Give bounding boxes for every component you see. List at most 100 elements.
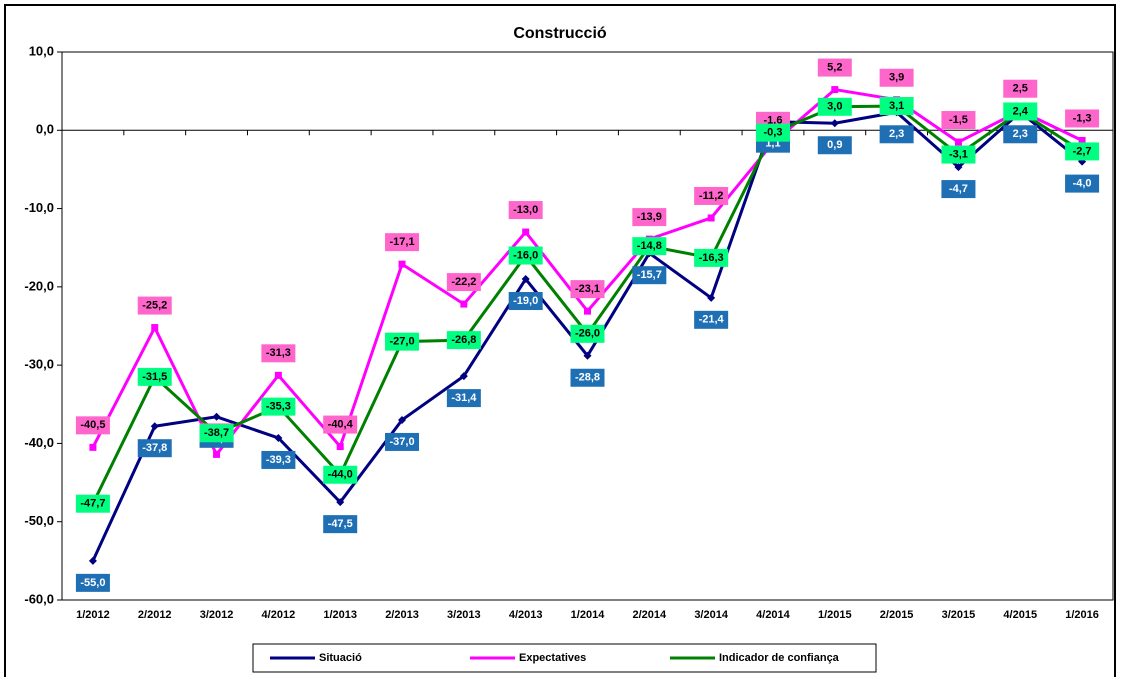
y-tick-label: -10,0 bbox=[24, 200, 54, 215]
marker bbox=[460, 300, 468, 308]
data-label: -26,0 bbox=[575, 328, 600, 340]
marker bbox=[584, 307, 591, 315]
data-label-box bbox=[632, 208, 667, 227]
data-label-box bbox=[1065, 109, 1100, 128]
data-label-box bbox=[755, 123, 790, 142]
data-label-box bbox=[879, 68, 914, 87]
data-label: -14,8 bbox=[637, 240, 662, 252]
data-label: -31,3 bbox=[266, 347, 291, 359]
data-label: -35,3 bbox=[266, 401, 291, 413]
data-label: -44,0 bbox=[328, 469, 353, 481]
chart-title: Construcció bbox=[513, 25, 607, 42]
data-label-box bbox=[199, 424, 234, 443]
x-tick-label: 4/2012 bbox=[262, 609, 296, 621]
data-label: 2,5 bbox=[1013, 83, 1028, 95]
data-label-box bbox=[261, 344, 296, 363]
data-label: -25,2 bbox=[142, 299, 167, 311]
data-label-box bbox=[879, 125, 914, 144]
x-tick-label: 4/2014 bbox=[756, 609, 791, 621]
marker bbox=[336, 443, 344, 451]
data-label: -13,0 bbox=[513, 204, 538, 216]
x-tick-label: 2/2014 bbox=[632, 609, 667, 621]
data-label: 3,0 bbox=[827, 101, 842, 113]
x-tick-label: 1/2014 bbox=[571, 609, 606, 621]
data-label: -37,8 bbox=[142, 442, 167, 454]
data-label: -17,1 bbox=[389, 236, 414, 248]
plot-area bbox=[61, 51, 1114, 601]
data-label: -55,0 bbox=[80, 577, 105, 589]
data-label: -39,3 bbox=[266, 454, 291, 466]
data-label-box bbox=[694, 310, 729, 329]
data-label: -22,2 bbox=[451, 276, 476, 288]
data-label-box bbox=[508, 201, 543, 220]
marker bbox=[274, 371, 282, 379]
y-tick-label: 10,0 bbox=[29, 43, 54, 58]
data-label: -23,1 bbox=[575, 283, 600, 295]
data-label-box bbox=[261, 397, 296, 416]
data-label: -40,4 bbox=[328, 418, 354, 430]
data-label: -28,8 bbox=[575, 372, 600, 384]
y-tick-label: -30,0 bbox=[24, 357, 54, 372]
x-tick-label: 3/2013 bbox=[447, 609, 481, 621]
data-label-box bbox=[632, 237, 667, 256]
x-tick-label: 1/2015 bbox=[818, 609, 852, 621]
data-label-box bbox=[817, 58, 852, 77]
data-label-box bbox=[137, 367, 172, 386]
marker bbox=[274, 433, 283, 442]
x-tick-label: 4/2013 bbox=[509, 609, 543, 621]
data-label-box bbox=[75, 416, 110, 435]
data-label-box bbox=[1065, 142, 1100, 161]
data-label: -40,5 bbox=[80, 419, 105, 431]
data-label: -1,5 bbox=[949, 114, 968, 126]
data-label: -19,0 bbox=[513, 295, 538, 307]
data-label: -2,7 bbox=[1073, 145, 1092, 157]
data-label: -47,7 bbox=[80, 498, 105, 510]
data-label-box bbox=[323, 415, 358, 434]
data-label-box bbox=[1003, 79, 1038, 98]
data-label-box bbox=[941, 145, 976, 164]
data-label-box bbox=[1065, 174, 1100, 193]
y-tick-label: 0,0 bbox=[36, 122, 54, 137]
data-label-box bbox=[879, 97, 914, 116]
data-label-box bbox=[75, 494, 110, 513]
data-label: -11,2 bbox=[699, 190, 723, 202]
y-tick-label: -20,0 bbox=[24, 278, 54, 293]
data-label-box bbox=[508, 292, 543, 311]
x-tick-label: 3/2015 bbox=[942, 609, 976, 621]
data-label: -16,0 bbox=[513, 249, 538, 261]
marker bbox=[459, 372, 468, 381]
data-label: -31,5 bbox=[142, 371, 167, 383]
marker bbox=[398, 260, 406, 268]
data-label-box bbox=[941, 111, 976, 130]
data-label: 3,1 bbox=[889, 100, 904, 112]
marker bbox=[213, 450, 221, 458]
data-label-box bbox=[137, 439, 172, 458]
x-tick-label: 1/2013 bbox=[323, 609, 357, 621]
data-label-box bbox=[817, 136, 852, 155]
data-label: -31,4 bbox=[451, 392, 477, 404]
data-label: 3,9 bbox=[889, 72, 904, 84]
data-label: -4,7 bbox=[949, 183, 968, 195]
legend-label: Situació bbox=[319, 652, 362, 664]
data-label-box bbox=[75, 573, 110, 592]
y-tick-label: -50,0 bbox=[24, 513, 54, 528]
marker bbox=[830, 119, 839, 128]
marker bbox=[398, 415, 407, 424]
data-label: 2,4 bbox=[1013, 105, 1029, 117]
x-tick-label: 2/2013 bbox=[385, 609, 419, 621]
marker bbox=[707, 214, 715, 222]
chart-frame bbox=[4, 4, 1116, 682]
marker bbox=[954, 163, 963, 172]
data-label-box bbox=[261, 450, 296, 469]
x-tick-label: 2/2012 bbox=[138, 609, 172, 621]
data-label: -37,0 bbox=[389, 436, 414, 448]
data-label-box bbox=[632, 266, 667, 285]
x-tick-label: 3/2012 bbox=[200, 609, 234, 621]
data-label: -4,0 bbox=[1073, 178, 1092, 190]
marker bbox=[336, 498, 345, 507]
data-label: -0,3 bbox=[763, 127, 782, 139]
data-label: 2,3 bbox=[1013, 128, 1028, 140]
x-tick-label: 3/2014 bbox=[694, 609, 729, 621]
data-label-box bbox=[570, 280, 605, 299]
